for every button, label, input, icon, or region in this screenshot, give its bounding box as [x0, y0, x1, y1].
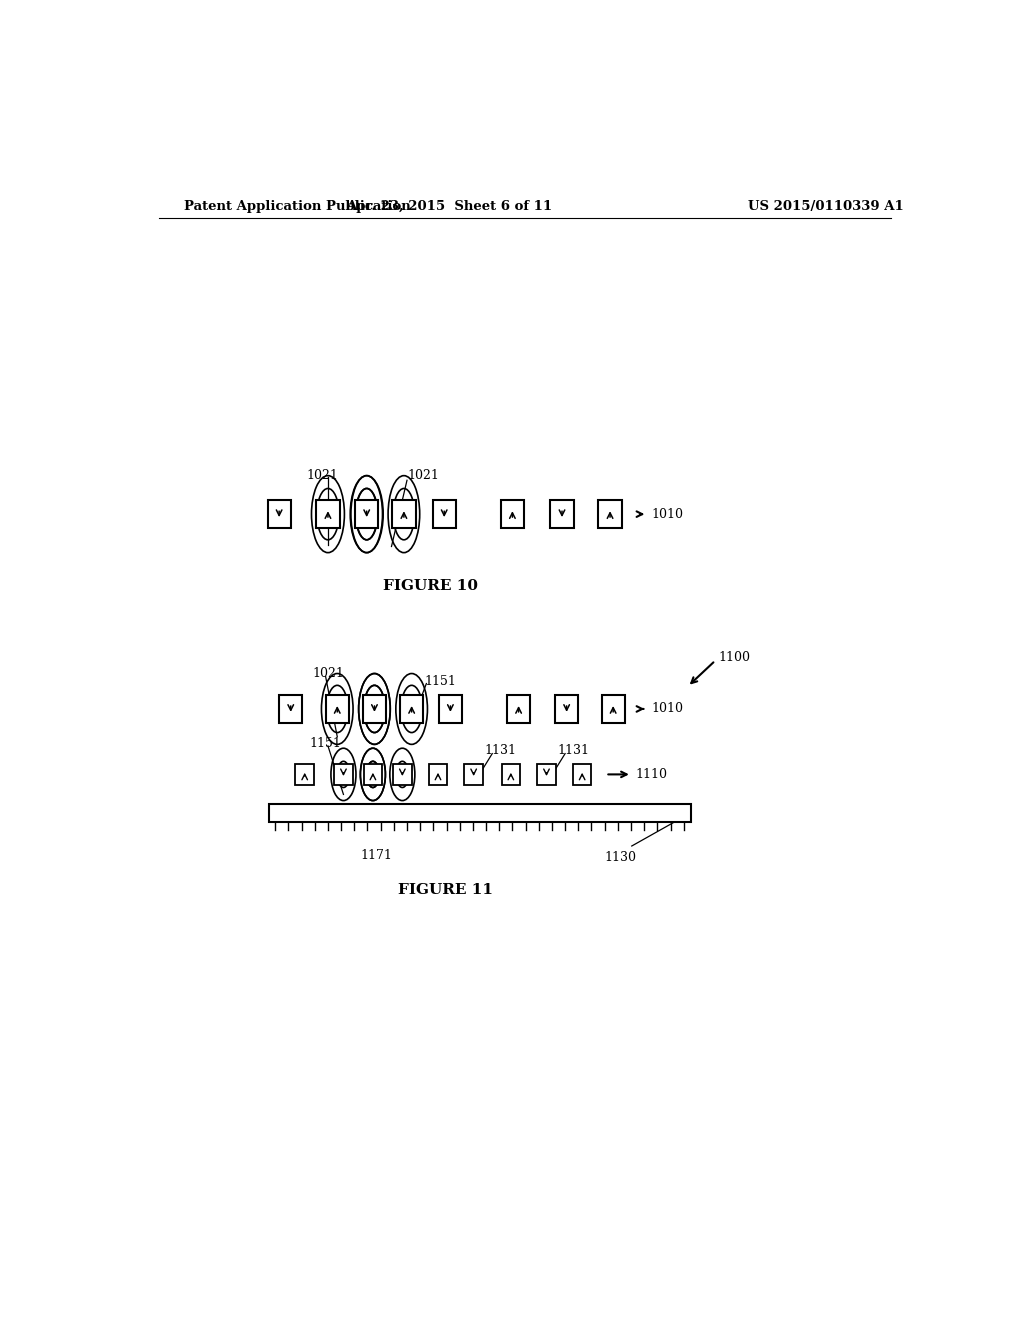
Text: 1131: 1131	[484, 744, 516, 758]
Text: 1021: 1021	[312, 668, 344, 681]
Text: 1100: 1100	[719, 651, 751, 664]
Text: FIGURE 11: FIGURE 11	[398, 883, 494, 896]
Bar	[334, 763, 352, 785]
Text: US 2015/0110339 A1: US 2015/0110339 A1	[748, 201, 904, 214]
Text: Apr. 23, 2015  Sheet 6 of 11: Apr. 23, 2015 Sheet 6 of 11	[346, 201, 553, 214]
Bar	[316, 500, 340, 528]
Bar	[269, 804, 690, 822]
Bar	[267, 500, 291, 528]
Bar	[432, 500, 456, 528]
Bar	[392, 500, 416, 528]
Bar	[295, 763, 314, 785]
Text: 1010: 1010	[651, 508, 683, 520]
Bar	[598, 500, 622, 528]
Text: 1021: 1021	[407, 469, 439, 482]
Bar	[538, 763, 556, 785]
Bar	[429, 763, 447, 785]
Bar	[502, 763, 520, 785]
Bar	[400, 696, 423, 723]
Text: 1010: 1010	[651, 702, 683, 715]
Bar	[464, 763, 483, 785]
Bar	[355, 500, 378, 528]
Text: Patent Application Publication: Patent Application Publication	[183, 201, 411, 214]
Bar	[550, 500, 573, 528]
Bar	[572, 763, 592, 785]
Text: FIGURE 10: FIGURE 10	[383, 578, 478, 593]
Bar	[280, 696, 302, 723]
Bar	[555, 696, 579, 723]
Bar	[507, 696, 530, 723]
Text: 1130: 1130	[604, 851, 636, 865]
Bar	[393, 763, 412, 785]
Text: 1151: 1151	[424, 675, 456, 688]
Text: 1131: 1131	[557, 744, 590, 758]
Bar	[438, 696, 462, 723]
Bar	[364, 763, 382, 785]
Bar	[326, 696, 349, 723]
Text: 1021: 1021	[306, 469, 338, 482]
Bar	[501, 500, 524, 528]
Bar	[601, 696, 625, 723]
Bar	[362, 696, 386, 723]
Text: 1151: 1151	[309, 737, 341, 750]
Text: 1110: 1110	[636, 768, 668, 781]
Text: 1171: 1171	[360, 849, 392, 862]
